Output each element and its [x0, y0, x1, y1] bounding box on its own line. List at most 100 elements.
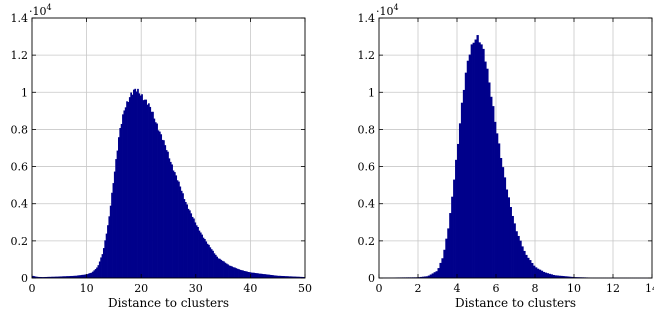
histogram-bar: [67, 276, 70, 278]
histogram-bar: [63, 276, 66, 278]
histogram-bar: [161, 139, 164, 278]
histogram-bar: [92, 271, 94, 278]
y-tick-labels: 0 0.2 0.4 0.6 0.8 1 1.2 1.4: [11, 12, 29, 285]
histogram-bar: [175, 175, 178, 278]
histogram-bar: [529, 260, 532, 278]
histogram-bar: [246, 271, 249, 278]
x-tick-label-3: 6: [493, 282, 500, 295]
histogram-bar: [279, 275, 281, 278]
y-tick-label-6: 1.2: [11, 49, 29, 62]
histogram-bar: [56, 276, 59, 278]
histogram-bar: [180, 190, 183, 278]
histogram-bar: [429, 274, 432, 278]
histogram-bar: [169, 161, 172, 278]
histogram-bar: [550, 274, 553, 278]
histogram-bar: [184, 202, 187, 278]
histogram-bar: [212, 250, 214, 278]
histogram-bar: [124, 107, 127, 278]
y-tick-label-3: 0.6: [11, 161, 29, 174]
histogram-bar: [572, 276, 575, 278]
histogram-bar: [52, 276, 55, 278]
histogram-bar: [149, 106, 152, 278]
histogram-bar: [133, 89, 135, 278]
histogram-bar: [109, 205, 112, 278]
histogram-bar: [70, 275, 72, 278]
histogram-bar: [57, 276, 60, 278]
y-tick-label-4: 0.8: [11, 123, 29, 136]
histogram-bar: [258, 273, 261, 278]
histogram-bar: [507, 197, 510, 278]
histogram-bar: [303, 277, 306, 278]
histogram-bar: [182, 193, 184, 278]
histogram-bar: [38, 276, 41, 278]
histogram-bar: [122, 114, 124, 278]
histogram-bar: [234, 267, 236, 278]
histogram-bar: [503, 177, 507, 278]
histogram-bar: [194, 222, 197, 278]
histogram-bar: [34, 276, 37, 278]
y-tick-label-6: 1.2: [358, 49, 376, 62]
histogram-bar: [511, 215, 514, 278]
histogram-bar: [72, 275, 75, 278]
histogram-bar: [494, 121, 497, 278]
histogram-bar: [138, 93, 141, 278]
histogram-bar: [141, 94, 143, 278]
histogram-bar: [137, 88, 139, 278]
histogram-bar: [482, 48, 485, 278]
histogram-bar: [299, 276, 302, 278]
histogram-bar: [566, 276, 569, 278]
histogram-bar: [243, 270, 246, 278]
histogram-bar: [517, 235, 520, 278]
histogram-bar: [499, 158, 503, 278]
y-tick-label-7: 1.4: [358, 12, 376, 25]
histogram-bar: [273, 275, 276, 278]
histogram-bar: [187, 208, 190, 278]
histogram-bar: [202, 237, 205, 278]
histogram-bar: [111, 192, 113, 278]
histogram-bar: [289, 276, 292, 278]
y-multiplier: ·104: [376, 3, 399, 18]
histogram-bar: [276, 275, 279, 278]
histogram-bar: [47, 276, 49, 278]
histogram-bar: [298, 276, 300, 278]
histogram-bar: [179, 186, 182, 278]
histogram-bar: [205, 241, 208, 278]
histogram-bar: [287, 276, 289, 278]
histogram-bar: [55, 276, 57, 278]
histogram-bar: [431, 273, 434, 278]
histogram-bar: [247, 271, 250, 278]
histogram-bar: [203, 239, 206, 278]
histogram-bar: [445, 238, 448, 278]
axes-frame: [31, 17, 306, 279]
histogram-bar: [488, 82, 491, 279]
histogram-bar: [515, 231, 518, 278]
histogram-bar: [236, 268, 239, 278]
tick-marks: [31, 17, 306, 279]
histogram-bar: [562, 276, 565, 278]
histogram-bar: [239, 269, 242, 278]
x-tick-label-1: 2: [415, 282, 422, 295]
y-tick-label-3: 0.6: [358, 161, 376, 174]
histogram-bar: [86, 274, 89, 278]
histogram-bar: [112, 183, 115, 278]
histogram-bar: [79, 275, 82, 278]
histogram-bar: [570, 276, 573, 278]
histogram-bar: [126, 101, 128, 279]
histogram-bar: [115, 159, 117, 278]
histogram-bar: [421, 276, 425, 278]
histogram-bar: [509, 206, 512, 278]
histogram-bar: [206, 243, 209, 278]
histogram-bar: [223, 261, 225, 278]
histogram-bar: [178, 181, 180, 278]
x-tick-label-0: 0: [29, 282, 36, 295]
x-tick-label-0: 0: [376, 282, 383, 295]
histogram-bar: [265, 274, 268, 278]
x-tick-label-4: 40: [243, 282, 257, 295]
histogram-bar: [261, 273, 264, 278]
histogram-bar: [120, 123, 123, 279]
histogram-bar: [497, 143, 501, 278]
histogram-bar: [183, 199, 186, 278]
histogram-bar: [435, 271, 438, 278]
histogram-bar: [480, 44, 483, 278]
histogram-bar: [449, 213, 452, 278]
